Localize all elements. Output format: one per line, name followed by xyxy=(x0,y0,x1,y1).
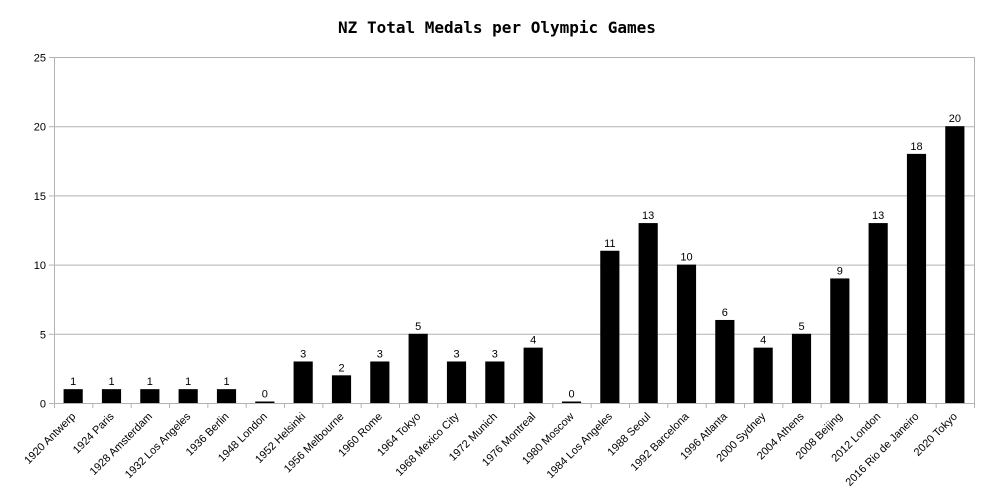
data-label: 1 xyxy=(70,376,76,388)
data-label: 11 xyxy=(604,238,615,250)
bar xyxy=(485,361,505,403)
data-label: 3 xyxy=(300,348,306,360)
bar xyxy=(370,361,390,403)
data-label: 1 xyxy=(185,376,191,388)
bar xyxy=(446,361,467,403)
bar xyxy=(561,401,582,403)
axes xyxy=(49,57,975,408)
data-label: 13 xyxy=(642,210,654,222)
data-label: 4 xyxy=(530,335,536,347)
chart-title: NZ Total Medals per Olympic Games xyxy=(338,18,656,37)
bar xyxy=(523,347,543,403)
bar xyxy=(600,250,620,403)
data-label: 20 xyxy=(949,113,961,125)
bar xyxy=(945,126,965,403)
data-label: 5 xyxy=(415,321,421,333)
x-tick-label: 1932 Los Angeles xyxy=(123,410,194,481)
y-tick-label: 15 xyxy=(34,191,46,203)
y-tick-label: 0 xyxy=(40,399,46,411)
data-label: 3 xyxy=(492,348,498,360)
data-label: 1 xyxy=(147,376,153,388)
data-label: 1 xyxy=(108,376,114,388)
y-tick-label: 5 xyxy=(40,329,46,341)
bar xyxy=(638,223,658,403)
data-label: 10 xyxy=(680,252,692,264)
bar xyxy=(63,389,83,403)
data-label: 6 xyxy=(722,307,728,319)
bar xyxy=(140,389,160,403)
bar xyxy=(791,333,812,403)
data-label: 1 xyxy=(223,376,229,388)
bar xyxy=(178,389,198,403)
data-label: 18 xyxy=(910,141,922,153)
x-tick-label: 1920 Antwerp xyxy=(22,411,78,467)
bar xyxy=(331,375,352,403)
bar xyxy=(715,319,735,403)
y-tick-label: 20 xyxy=(34,122,46,134)
data-label: 5 xyxy=(798,321,804,333)
bars xyxy=(63,126,965,403)
data-label: 9 xyxy=(837,265,843,277)
x-tick-label: 2016 Rio de Janeiro xyxy=(844,411,922,489)
data-label: 13 xyxy=(872,210,884,222)
data-label: 2 xyxy=(338,362,344,374)
data-label: 4 xyxy=(760,335,766,347)
bar xyxy=(676,264,697,403)
bar xyxy=(101,389,122,403)
data-label: 3 xyxy=(377,348,383,360)
bar xyxy=(906,153,927,403)
data-label: 0 xyxy=(262,389,268,401)
bar xyxy=(293,361,313,403)
y-tick-label: 10 xyxy=(34,260,46,272)
bar xyxy=(830,278,850,403)
x-tick-label: 1984 Los Angeles xyxy=(545,410,616,481)
bar xyxy=(255,401,275,403)
y-tick-label: 25 xyxy=(34,53,46,65)
bar xyxy=(753,347,773,403)
bar xyxy=(408,333,428,403)
data-label: 3 xyxy=(453,348,459,360)
data-label: 0 xyxy=(568,389,574,401)
bar xyxy=(868,223,888,403)
bar xyxy=(216,389,237,403)
